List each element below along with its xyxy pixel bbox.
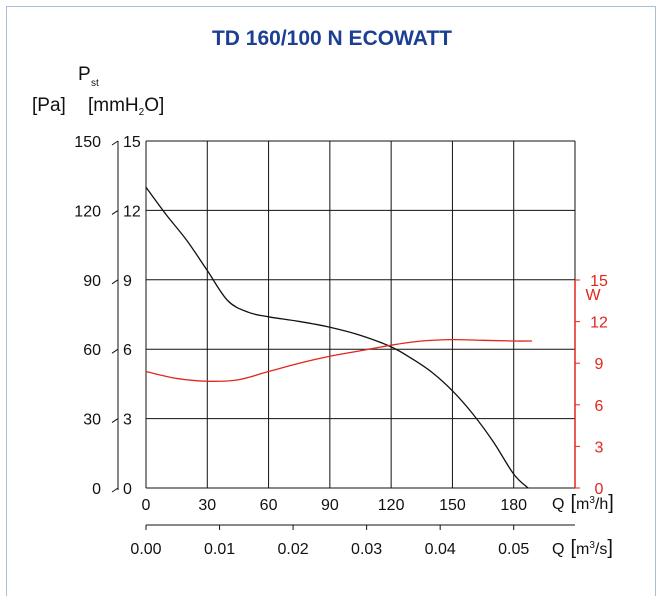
bracket-open-icon: [ (570, 492, 576, 514)
x-tick-label-m3s: 0.02 (278, 541, 309, 558)
y-axis-unit-mm-part: [mmH (88, 95, 139, 116)
chart-frame (6, 6, 656, 596)
bracket-close-icon: ] (607, 537, 613, 559)
y-tick-label-mm: 6 (123, 342, 132, 359)
y-axis-tick-mark (111, 279, 119, 285)
x-tick-label-m3s: 0.05 (498, 541, 529, 558)
x-tick-label-m3h: 0 (142, 497, 151, 514)
y-axis-symbol: P (78, 64, 91, 85)
y-tick-label-pa: 60 (83, 342, 101, 359)
y-axis-title: P st [Pa] [mmH2O] (32, 64, 164, 118)
axes (111, 140, 580, 530)
x-axis-label-m3h-q: Q (552, 496, 564, 513)
y-axis-tick-mark (111, 140, 119, 146)
x-tick-label-m3s: 0.04 (425, 541, 456, 558)
power-tick-label: 0 (595, 481, 604, 498)
x-tick-label-m3h: 180 (500, 497, 527, 514)
y-tick-label-mm: 0 (123, 481, 132, 498)
y-tick-label-mm: 9 (123, 273, 132, 290)
x-axis-label-m3h-rest: /h (595, 496, 608, 513)
x-tick-label-m3s: 0.03 (351, 541, 382, 558)
y-tick-label-pa: 0 (92, 481, 101, 498)
power-curve (145, 338, 533, 382)
y-tick-label-mm: 15 (123, 134, 141, 151)
x-axis-label-m3s-q: Q (552, 541, 564, 558)
y-tick-label-pa: 30 (83, 412, 101, 429)
x-tick-label-m3s: 0.01 (204, 541, 235, 558)
grid (145, 140, 575, 489)
x-axis-label-m3h-unit: m (576, 496, 589, 513)
y-axis-symbol-subscript: st (91, 78, 99, 89)
y-axis-tick-mark (111, 487, 119, 493)
x-axis-label-m3s-rest: /s (595, 541, 607, 558)
x-axis-label-m3s-sup: 3 (589, 540, 595, 551)
y-tick-label-pa: 90 (83, 273, 101, 290)
bracket-close-icon: ] (608, 492, 614, 514)
power-tick-label: 3 (595, 439, 604, 456)
right-axis-label: W (585, 287, 601, 304)
y-tick-label-pa: 120 (74, 203, 101, 220)
series (145, 186, 533, 489)
y-axis-tick-mark (111, 209, 119, 215)
x-axis-label-m3s: Q [m3/s] (552, 537, 613, 559)
power-tick-label: 12 (590, 315, 608, 332)
y-axis-tick-mark (111, 348, 119, 354)
bracket-open-icon: [ (570, 537, 576, 559)
x-axis-label-m3s-unit: m (576, 541, 589, 558)
y-axis-unit-pa: [Pa] (32, 95, 66, 116)
chart-title: TD 160/100 N ECOWATT (212, 27, 452, 50)
y-axis-unit-mm-subscript: 2 (139, 107, 145, 118)
y-tick-label-mm: 12 (123, 203, 141, 220)
y-tick-label-mm: 3 (123, 412, 132, 429)
x-axis-label-m3h: Q [m3/h] (552, 492, 614, 514)
x-tick-label-m3h: 30 (198, 497, 216, 514)
x-tick-label-m3h: 120 (378, 497, 405, 514)
pressure-curve (145, 186, 529, 489)
y-axis-unit-mm: [mmH2O] (88, 95, 164, 118)
power-tick-label: 6 (595, 398, 604, 415)
x-tick-label-m3h: 60 (260, 497, 278, 514)
power-tick-label: 15 (590, 273, 608, 290)
x-tick-label-m3h: 150 (439, 497, 466, 514)
x-tick-label-m3s: 0.00 (130, 541, 161, 558)
y-axis-unit-mm-rest: O] (144, 95, 164, 116)
power-tick-label: 9 (595, 356, 604, 373)
y-tick-label-pa: 150 (74, 134, 101, 151)
x-tick-label-m3h: 90 (321, 497, 339, 514)
y-axis-tick-mark (111, 418, 119, 424)
x-axis-label-m3h-sup: 3 (589, 495, 595, 506)
